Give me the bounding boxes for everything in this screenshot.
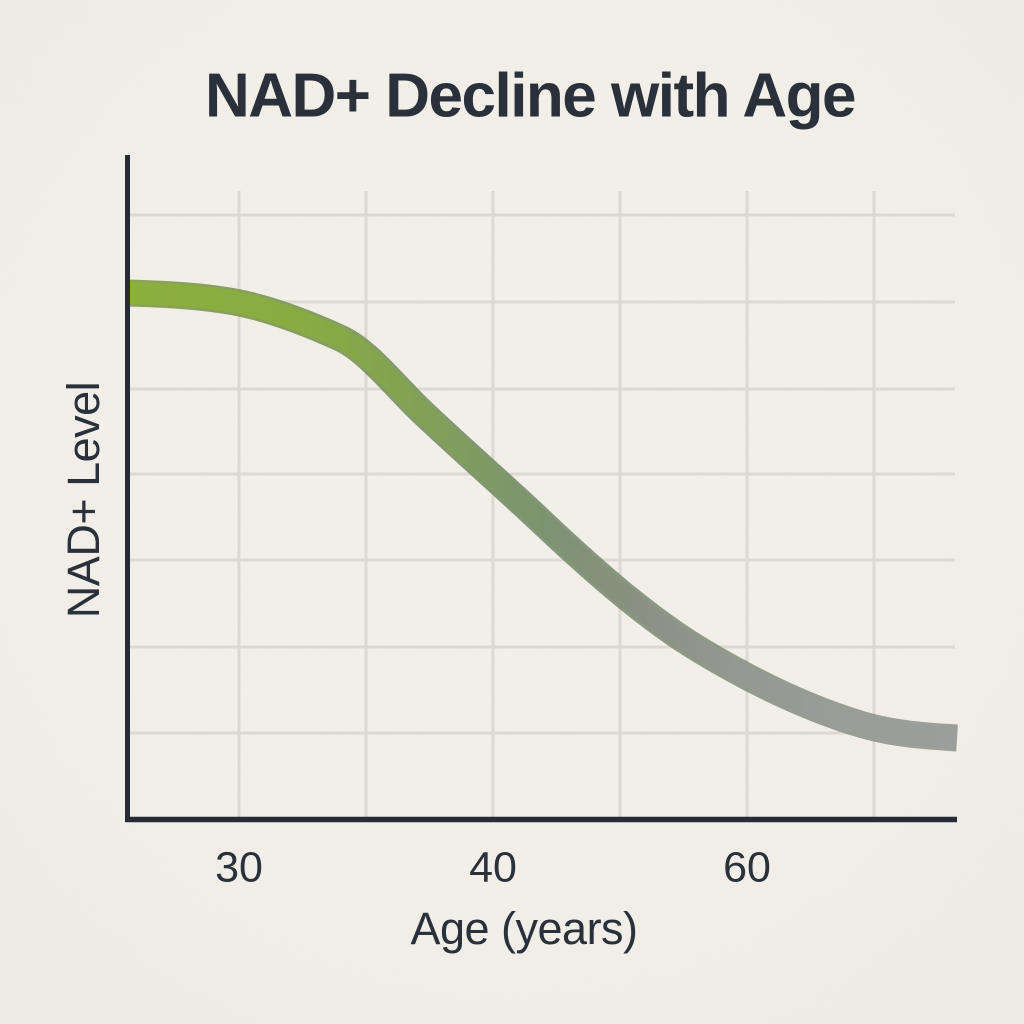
x-tick-30: 30 bbox=[215, 843, 263, 892]
y-axis-label: NAD+ Level bbox=[58, 381, 109, 619]
x-tick-60: 60 bbox=[723, 843, 771, 892]
x-tick-40: 40 bbox=[469, 843, 517, 892]
nad-curve bbox=[126, 282, 958, 749]
x-axis-label: Age (years) bbox=[410, 903, 638, 954]
